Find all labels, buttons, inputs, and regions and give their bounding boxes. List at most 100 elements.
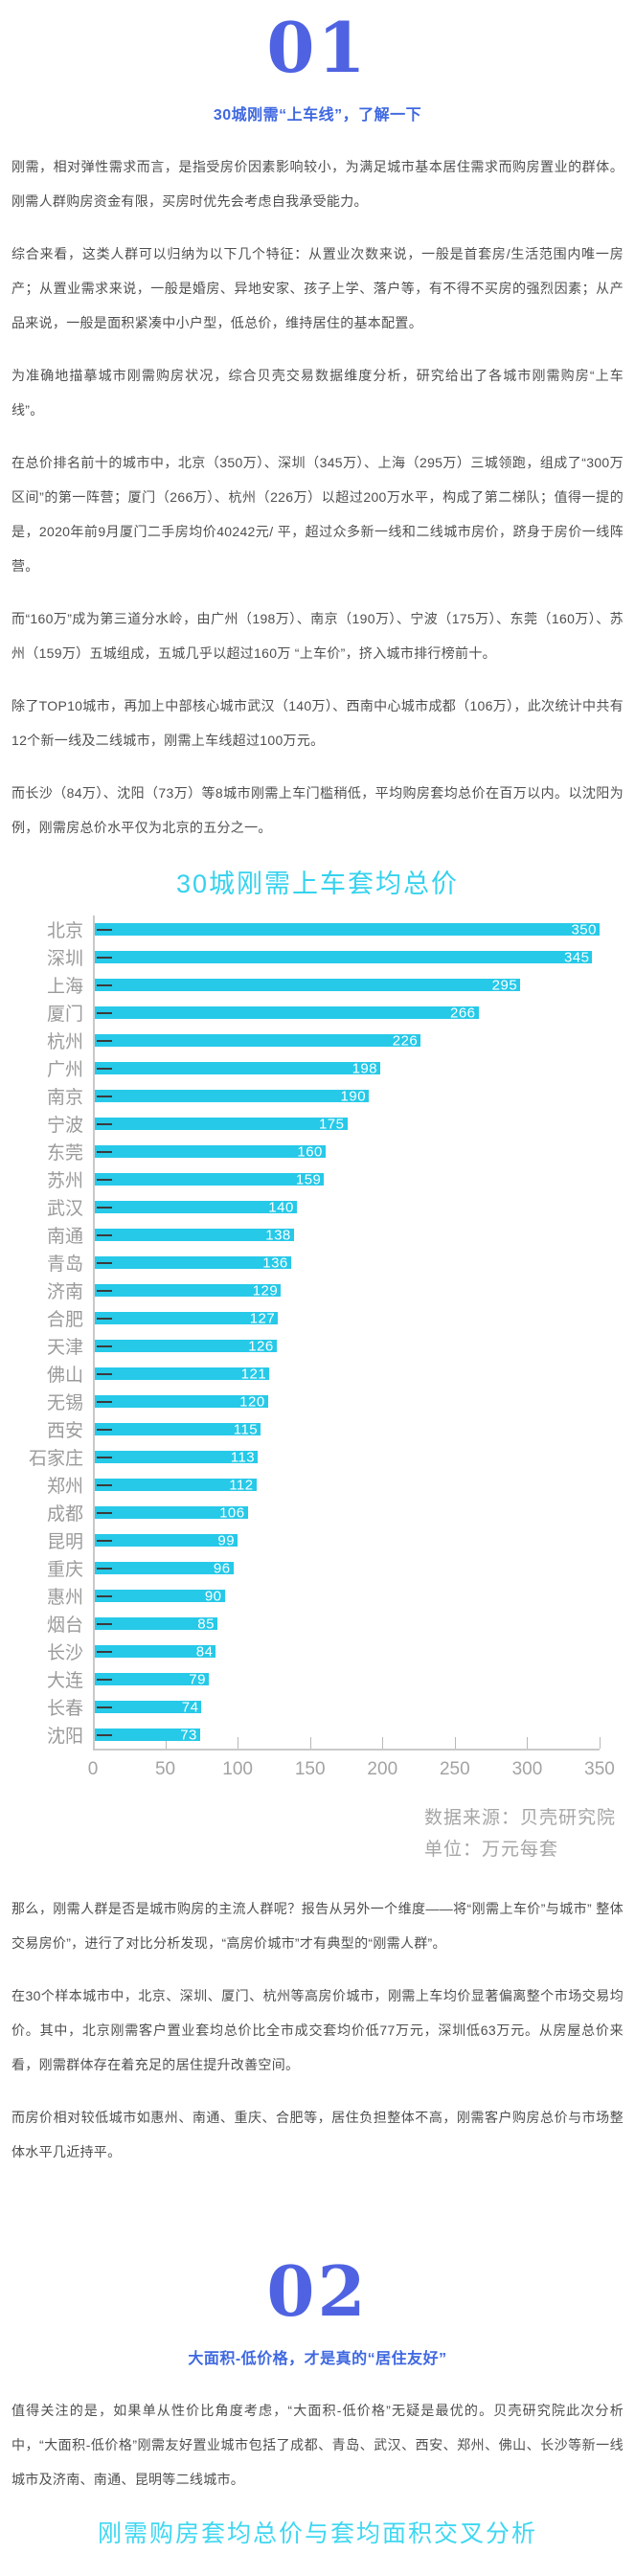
paragraph: 值得关注的是，如果单从性价比角度考虑，“大面积-低价格”无疑是最优的。贝壳研究院… xyxy=(11,2402,624,2487)
bar-value: 160 xyxy=(297,1143,323,1160)
paragraph: 那么，刚需人群是否是城市购房的主流人群呢？报告从另外一个维度——将“刚需上车价”… xyxy=(11,1900,624,1951)
paragraph: 在总价排名前十的城市中，北京（350万）、深圳（345万）、上海（295万）三城… xyxy=(11,455,624,574)
bar: 160 xyxy=(95,1143,326,1160)
chart-row: 武汉 140 xyxy=(11,1193,624,1221)
category-tick xyxy=(97,1178,112,1181)
footer-chart-title: 刚需购房套均总价与套均面积交叉分析 xyxy=(97,2520,537,2547)
bar-value: 85 xyxy=(197,1616,215,1632)
bar: 106 xyxy=(95,1504,248,1521)
chart-row: 上海 295 xyxy=(11,971,624,999)
bar-track: 160 xyxy=(95,1138,600,1165)
data-source-label: 数据来源：贝壳研究院 xyxy=(423,1808,616,1828)
city-label: 无锡 xyxy=(46,1393,83,1413)
category-tick xyxy=(97,1039,112,1042)
city-label: 上海 xyxy=(46,977,83,997)
x-axis-tick xyxy=(382,1737,384,1749)
category-tick xyxy=(97,1206,112,1209)
paragraph: 除了TOP10城市，再加上中部核心城市武汉（140万）、西南中心城市成都（106… xyxy=(11,698,624,748)
city-label: 深圳 xyxy=(46,949,83,969)
paragraph: 为准确地描摹城市刚需购房状况，综合贝壳交易数据维度分析，研究给出了各城市刚需购房… xyxy=(11,368,624,418)
x-axis-tick-label: 150 xyxy=(294,1759,326,1779)
city-label: 成都 xyxy=(46,1504,83,1525)
bar: 79 xyxy=(95,1671,209,1687)
category-tick xyxy=(97,1400,112,1403)
bar-value: 295 xyxy=(491,977,518,993)
x-axis: 0 50 100 150 200 250 300 350 xyxy=(88,1737,615,1793)
paragraph: 刚需，相对弹性需求而言，是指受房价因素影响较小，为满足城市基本居住需求而购房置业… xyxy=(11,159,624,209)
bar-value: 198 xyxy=(352,1060,378,1076)
category-tick xyxy=(97,1289,112,1292)
chart-row: 无锡 120 xyxy=(11,1388,624,1415)
city-label: 济南 xyxy=(46,1282,83,1302)
section-02-paragraphs: 值得关注的是，如果单从性价比角度考虑，“大面积-低价格”无疑是最优的。贝壳研究院… xyxy=(11,2393,624,2497)
x-axis-tick-label: 50 xyxy=(154,1759,176,1779)
bar-value: 129 xyxy=(252,1282,279,1299)
city-label: 惠州 xyxy=(46,1588,83,1608)
bar-value: 74 xyxy=(181,1699,199,1715)
bar-value: 73 xyxy=(180,1727,197,1743)
city-label: 杭州 xyxy=(46,1032,83,1052)
bar: 120 xyxy=(95,1393,268,1410)
chart-row: 昆明 99 xyxy=(11,1526,624,1554)
bar: 84 xyxy=(95,1643,216,1660)
chart-row: 天津 126 xyxy=(11,1332,624,1360)
chart-row: 烟台 85 xyxy=(11,1610,624,1638)
category-tick xyxy=(97,1233,112,1236)
x-axis-tick-label: 350 xyxy=(584,1759,615,1779)
category-tick xyxy=(97,1511,112,1514)
section-number-02: 02 xyxy=(266,2249,369,2332)
category-tick xyxy=(97,1261,112,1264)
city-label: 沈阳 xyxy=(46,1727,83,1747)
x-axis-tick-label: 300 xyxy=(511,1759,543,1779)
bar-value: 350 xyxy=(571,921,597,938)
x-axis-tick xyxy=(600,1737,601,1749)
city-label: 苏州 xyxy=(46,1171,83,1191)
city-label: 南京 xyxy=(46,1088,83,1108)
bar-track: 295 xyxy=(95,971,600,999)
bar-value: 136 xyxy=(262,1254,288,1271)
chart-row: 合肥 127 xyxy=(11,1304,624,1332)
category-tick xyxy=(97,1733,112,1736)
bar-value: 112 xyxy=(229,1477,254,1493)
paragraph: 而“160万”成为第三道分水岭，由广州（198万）、南京（190万）、宁波（17… xyxy=(11,611,624,661)
chart-row: 郑州 112 xyxy=(11,1471,624,1499)
bar-track: 79 xyxy=(95,1665,600,1693)
bar-value: 159 xyxy=(295,1171,322,1187)
chart-row: 惠州 90 xyxy=(11,1582,624,1610)
bar-value: 226 xyxy=(392,1032,419,1049)
bar-chart: 30城刚需上车套均总价 北京 350 深圳 345 上海 295 厦门 266 杭州 226 广州 1… xyxy=(11,863,624,1866)
chart-row: 青岛 136 xyxy=(11,1249,624,1277)
city-label: 大连 xyxy=(46,1671,83,1691)
city-label: 南通 xyxy=(46,1227,83,1247)
city-label: 合肥 xyxy=(46,1310,83,1330)
bar-track: 112 xyxy=(95,1471,600,1499)
category-tick xyxy=(97,1428,112,1431)
bar-track: 138 xyxy=(95,1221,600,1249)
bar-track: 350 xyxy=(95,915,600,943)
city-label: 北京 xyxy=(46,921,83,941)
category-tick xyxy=(97,1567,112,1570)
x-axis-tick-label: 250 xyxy=(439,1759,470,1779)
bar-value: 113 xyxy=(230,1449,256,1465)
category-tick xyxy=(97,1456,112,1458)
bar: 140 xyxy=(95,1199,297,1215)
category-tick xyxy=(97,1011,112,1014)
bar-value: 99 xyxy=(217,1532,236,1548)
city-label: 长春 xyxy=(46,1699,83,1719)
chart-row: 深圳 345 xyxy=(11,943,624,971)
category-tick xyxy=(97,1122,112,1125)
category-tick xyxy=(97,1067,112,1070)
category-tick xyxy=(97,956,112,959)
chart-row: 沈阳 73 xyxy=(11,1721,624,1749)
chart-row: 长春 74 xyxy=(11,1693,624,1721)
chart-row: 南京 190 xyxy=(11,1082,624,1110)
bar-track: 99 xyxy=(95,1526,600,1554)
city-label: 佛山 xyxy=(46,1366,83,1386)
city-label: 武汉 xyxy=(46,1199,83,1219)
x-axis-tick xyxy=(454,1737,456,1749)
bar-track: 226 xyxy=(95,1027,600,1054)
x-axis-tick xyxy=(527,1737,529,1749)
bar-value: 121 xyxy=(240,1366,267,1382)
bar-track: 84 xyxy=(95,1638,600,1665)
